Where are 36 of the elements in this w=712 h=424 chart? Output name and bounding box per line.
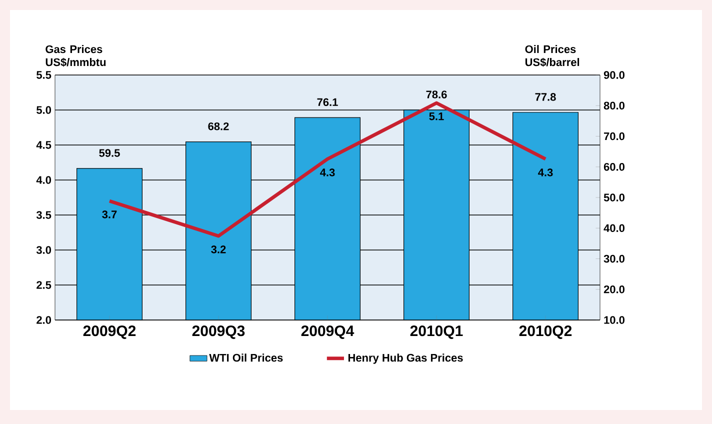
legend-label: WTI Oil Prices	[209, 354, 283, 362]
y-tick-label: 2.0	[36, 316, 52, 324]
y2-tick-label: 90.0	[604, 71, 624, 79]
x-tick-label: 2010Q2	[519, 326, 572, 339]
y2-tick-label: 20.0	[604, 285, 624, 294]
y-tick-label: 3.5	[36, 211, 52, 219]
y2-axis-title: Oil Prices US$/barrel	[525, 45, 580, 67]
y-tick-label: 4.5	[36, 141, 52, 149]
y2-tick-label: 80.0	[604, 102, 624, 110]
x-tick-label: 2010Q1	[410, 326, 463, 339]
y2-tick-label: 40.0	[604, 224, 624, 232]
data-label: 3.2	[211, 246, 226, 254]
data-label: 4.3	[320, 168, 335, 176]
x-tick-label: 2009Q3	[192, 326, 245, 339]
y2-tick-label: 60.0	[604, 162, 624, 171]
data-label: 3.7	[102, 210, 117, 218]
y2-tick-label: 30.0	[604, 254, 624, 263]
x-tick-label: 2009Q4	[301, 326, 354, 339]
data-label: 78.6	[426, 90, 447, 98]
y2-tick-label: 70.0	[604, 132, 624, 140]
data-label: 4.3	[538, 168, 553, 176]
y-tick-label: 5.0	[36, 106, 52, 114]
legend-label: Henry Hub Gas Prices	[348, 354, 463, 364]
data-label: 77.8	[535, 93, 556, 101]
y2-tick-label: 10.0	[604, 316, 624, 324]
data-label: 5.1	[429, 112, 444, 120]
y-axis-title: Gas Prices US$/mmbtu	[46, 45, 106, 67]
y-tick-label: 5.5	[36, 71, 52, 79]
y-tick-label: 3.0	[36, 246, 52, 254]
y-tick-label: 4.0	[36, 176, 52, 184]
data-label: 59.5	[99, 149, 120, 157]
y-tick-label: 2.5	[36, 281, 52, 289]
y2-tick-label: 50.0	[604, 194, 624, 202]
x-tick-label: 2009Q2	[83, 326, 136, 339]
data-label: 76.1	[317, 98, 338, 106]
data-label: 68.2	[208, 122, 229, 130]
